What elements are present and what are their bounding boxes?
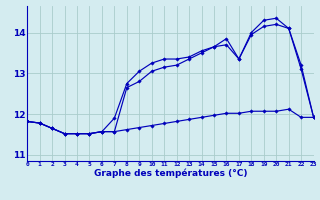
X-axis label: Graphe des températures (°C): Graphe des températures (°C) [94,169,247,178]
